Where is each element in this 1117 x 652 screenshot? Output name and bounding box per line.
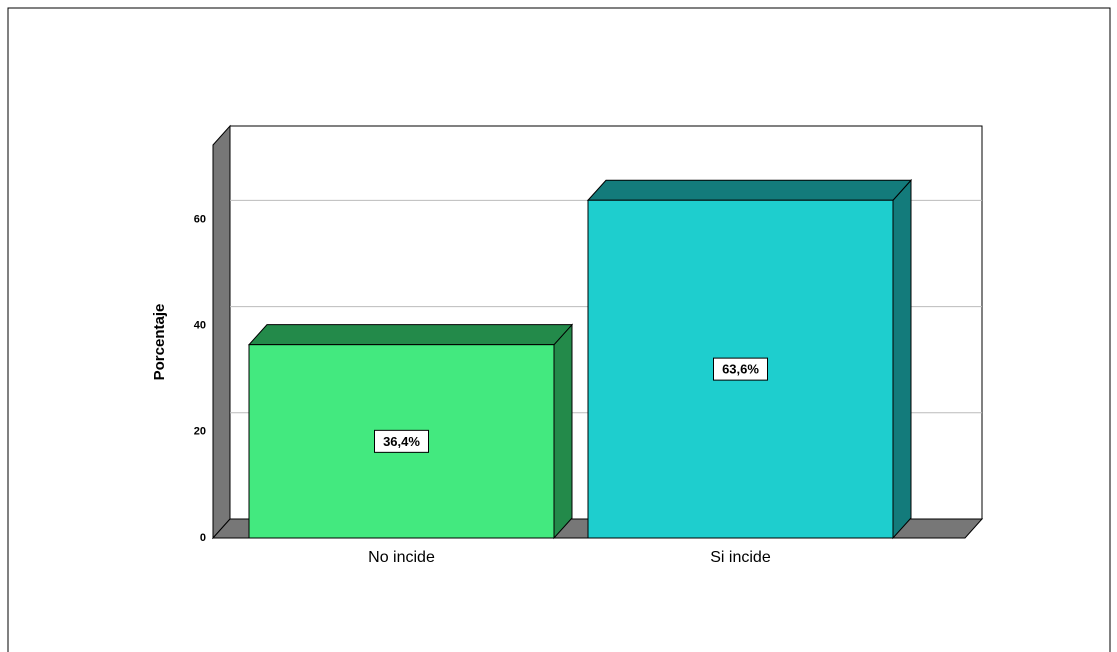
y-tick-label: 20 xyxy=(194,426,206,438)
bar-top xyxy=(247,324,574,346)
left-wall xyxy=(212,124,231,540)
value-label-box xyxy=(374,429,429,453)
y-tick-label: 40 xyxy=(194,319,206,331)
y-tick-label: 60 xyxy=(194,213,206,225)
value-label: 63,6% xyxy=(722,362,759,377)
y-tick-label: 0 xyxy=(200,532,206,544)
bar-top xyxy=(586,179,913,201)
value-label: 36,4% xyxy=(383,434,420,449)
value-label-box xyxy=(713,357,768,381)
bar-side xyxy=(553,323,573,540)
x-tick-label: No incide xyxy=(368,549,435,566)
y-axis-title: Porcentaje xyxy=(151,304,168,381)
frame xyxy=(7,7,1111,652)
bar-side xyxy=(892,178,912,540)
x-tick-label: Si incide xyxy=(710,549,771,566)
